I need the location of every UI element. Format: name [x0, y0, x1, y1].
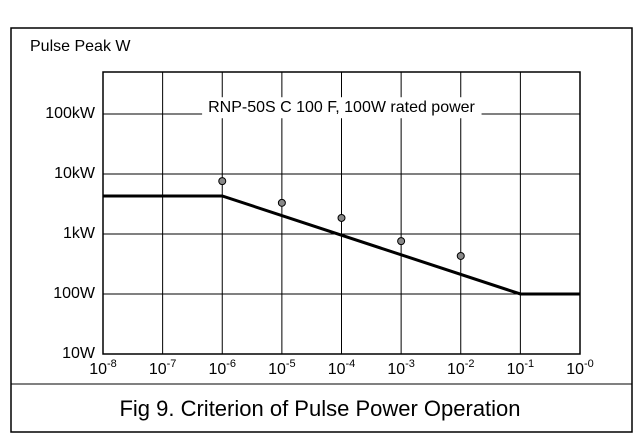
x-tick-label: 10-0 — [566, 358, 594, 378]
x-tick-base: 10 — [507, 361, 525, 378]
x-tick-label: 10-1 — [507, 358, 535, 378]
x-tick-base: 10 — [89, 361, 107, 378]
y-tick-label: 1kW — [63, 225, 96, 242]
x-tick-exponent: -0 — [584, 358, 594, 370]
x-tick-label: 10-8 — [89, 358, 117, 378]
y-axis-label: Pulse Peak W — [30, 38, 131, 55]
x-tick-base: 10 — [208, 361, 226, 378]
point — [218, 177, 227, 186]
plot-frame — [102, 71, 581, 355]
x-tick-label: 10-2 — [447, 358, 475, 378]
point — [456, 251, 465, 260]
y-tick-label: 10W — [62, 345, 96, 362]
point — [277, 198, 286, 207]
y-tick-label: 100W — [53, 285, 96, 302]
point — [337, 213, 346, 222]
x-tick-exponent: -2 — [465, 358, 475, 370]
x-tick-label: 10-4 — [328, 358, 356, 378]
y-tick-label: 10kW — [54, 165, 96, 182]
x-tick-label: 10-7 — [149, 358, 177, 378]
annotation: RNP-50S C 100 F, 100W rated power — [208, 99, 475, 116]
x-tick-base: 10 — [328, 361, 346, 378]
line — [103, 194, 580, 296]
x-tick-exponent: -3 — [405, 358, 415, 370]
x-tick-base: 10 — [387, 361, 405, 378]
y-tick-label: 100kW — [45, 105, 96, 122]
x-tick-exponent: -7 — [167, 358, 177, 370]
x-tick-exponent: -5 — [286, 358, 296, 370]
x-tick-base: 10 — [566, 361, 584, 378]
x-tick-base: 10 — [447, 361, 465, 378]
frame — [10, 27, 633, 433]
point — [397, 237, 406, 246]
caption: Fig 9. Criterion of Pulse Power Operatio… — [119, 396, 520, 421]
x-tick-exponent: -8 — [107, 358, 117, 370]
x-tick-base: 10 — [268, 361, 286, 378]
x-tick-base: 10 — [149, 361, 167, 378]
x-tick-exponent: -1 — [524, 358, 534, 370]
x-tick-exponent: -6 — [226, 358, 236, 370]
x-tick-label: 10-6 — [208, 358, 236, 378]
x-tick-label: 10-5 — [268, 358, 296, 378]
x-tick-exponent: -4 — [346, 358, 356, 370]
annotation-background — [202, 97, 482, 119]
x-tick-label: 10-3 — [387, 358, 415, 378]
